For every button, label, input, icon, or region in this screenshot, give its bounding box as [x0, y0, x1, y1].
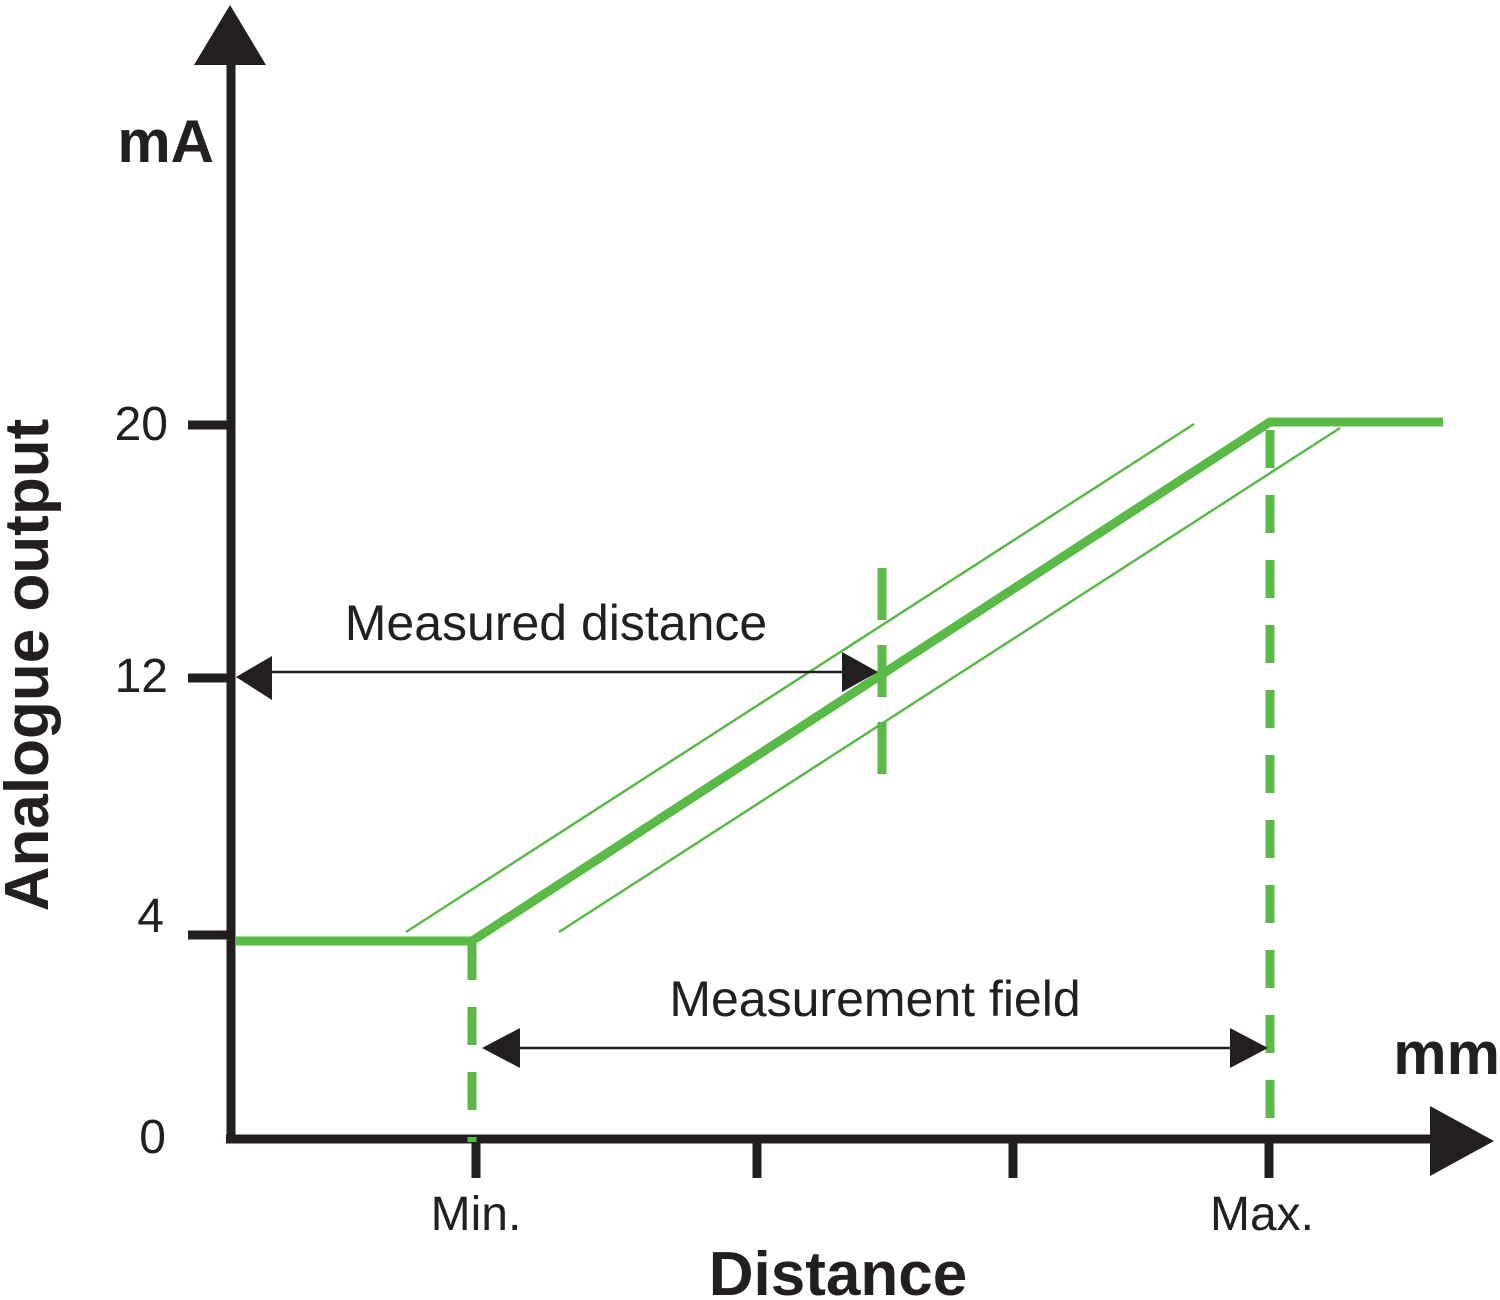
measurement-field-arrowhead-left	[482, 1028, 520, 1068]
y-tick-label-4: 4	[137, 890, 164, 943]
y-tick-label-12: 12	[115, 650, 168, 703]
tolerance-band-lower	[558, 426, 1341, 934]
y-unit-label: mA	[117, 108, 214, 175]
tolerance-band-upper	[405, 422, 1195, 934]
y-axis-arrow	[194, 5, 266, 65]
x-unit-label: mm	[1393, 1020, 1500, 1087]
y-tick-label-20: 20	[115, 398, 168, 451]
x-tick-label-min: Min.	[431, 1188, 522, 1241]
x-axis-arrow	[1430, 1106, 1494, 1176]
measured-distance-label: Measured distance	[345, 595, 767, 651]
output-line	[235, 417, 1443, 946]
x-axis-title: Distance	[709, 1240, 967, 1300]
measured-distance-arrowhead-right	[842, 652, 878, 692]
y-tick-label-0: 0	[139, 1111, 166, 1164]
y-axis-title: Analogue output	[0, 419, 62, 911]
measurement-field-label: Measurement field	[669, 971, 1080, 1027]
measurement-field-arrowhead-right	[1230, 1028, 1268, 1068]
x-tick-label-max: Max.	[1210, 1188, 1314, 1241]
measured-distance-arrowhead-left	[236, 656, 272, 700]
